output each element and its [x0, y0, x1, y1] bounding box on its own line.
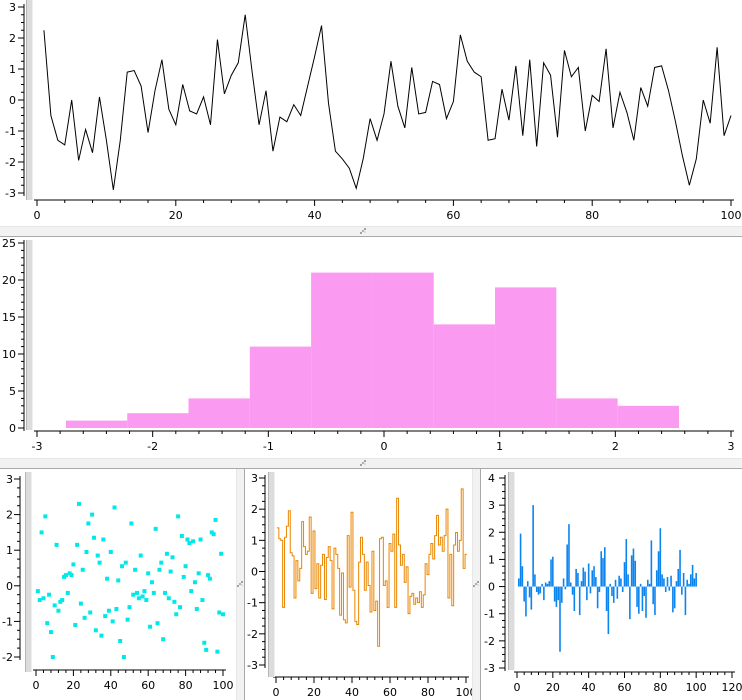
line-chart-canvas: -3 -2 -1 0 1 2 3 0 20 40 60 80 100	[5, 1, 742, 222]
svg-text:20: 20	[169, 209, 183, 222]
svg-text:0: 0	[6, 580, 13, 593]
svg-text:100: 100	[721, 209, 742, 222]
svg-text:-1: -1	[247, 597, 258, 610]
svg-text:-1: -1	[5, 125, 16, 138]
svg-text:60: 60	[446, 209, 460, 222]
svg-text:2: 2	[488, 526, 495, 539]
svg-text:3: 3	[9, 1, 16, 14]
vertical-splitter-1[interactable]	[236, 469, 245, 700]
line-chart-panel: -3 -2 -1 0 1 2 3 0 20 40 60 80 100	[0, 0, 742, 226]
svg-text:0: 0	[251, 566, 258, 579]
svg-text:1: 1	[251, 534, 258, 547]
svg-text:80: 80	[421, 686, 435, 699]
axis-canvas-splitter[interactable]	[268, 472, 275, 677]
svg-text:60: 60	[383, 686, 397, 699]
svg-text:-3: -3	[484, 662, 495, 675]
svg-text:25: 25	[2, 237, 16, 250]
svg-text:60: 60	[141, 679, 155, 692]
svg-text:1: 1	[6, 544, 13, 557]
svg-text:-3: -3	[32, 440, 43, 453]
svg-text:2: 2	[6, 509, 13, 522]
axis-canvas-splitter[interactable]	[26, 0, 33, 200]
svg-text:5: 5	[9, 385, 16, 398]
svg-text:0: 0	[9, 94, 16, 107]
svg-text:80: 80	[653, 681, 667, 694]
svg-text:0: 0	[514, 681, 521, 694]
svg-text:80: 80	[179, 679, 193, 692]
svg-text:0: 0	[34, 209, 41, 222]
svg-text:0: 0	[33, 679, 40, 692]
svg-text:20: 20	[307, 686, 321, 699]
svg-text:-1: -1	[2, 615, 13, 628]
svg-text:1: 1	[496, 440, 503, 453]
svg-text:3: 3	[728, 440, 735, 453]
horizontal-splitter-1[interactable]	[0, 226, 742, 237]
svg-text:40: 40	[308, 209, 322, 222]
svg-text:-2: -2	[5, 156, 16, 169]
svg-text:20: 20	[66, 679, 80, 692]
svg-text:3: 3	[488, 499, 495, 512]
scatter-chart-canvas: -2 -1 0 1 2 3 0 20 40 60 80 100	[2, 473, 234, 692]
svg-text:20: 20	[546, 681, 560, 694]
svg-text:100: 100	[686, 681, 707, 694]
splitter-grip-icon	[360, 460, 366, 466]
svg-text:-1: -1	[484, 608, 495, 621]
splitter-grip-icon	[237, 581, 243, 587]
svg-text:20: 20	[2, 274, 16, 287]
axis-canvas-splitter[interactable]	[508, 472, 515, 670]
svg-text:0: 0	[273, 686, 280, 699]
svg-text:-3: -3	[247, 659, 258, 672]
svg-text:4: 4	[488, 472, 495, 485]
svg-text:40: 40	[104, 679, 118, 692]
svg-text:-2: -2	[484, 635, 495, 648]
svg-text:60: 60	[618, 681, 632, 694]
svg-text:100: 100	[213, 679, 234, 692]
svg-text:40: 40	[582, 681, 596, 694]
svg-text:-2: -2	[147, 440, 158, 453]
svg-text:40: 40	[345, 686, 359, 699]
scatter-chart-panel: -2 -1 0 1 2 3 0 20 40 60 80 100	[0, 469, 236, 700]
svg-text:-3: -3	[5, 187, 16, 200]
histogram-panel: 0 5 10 15 20 25 -3 -2 -1 0 1 2 3	[0, 237, 742, 458]
vertical-splitter-2[interactable]	[472, 469, 481, 700]
histogram-canvas: 0 5 10 15 20 25 -3 -2 -1 0 1 2 3	[2, 237, 735, 453]
svg-text:1: 1	[9, 63, 16, 76]
axis-canvas-splitter[interactable]	[25, 472, 32, 672]
svg-text:15: 15	[2, 311, 16, 324]
svg-text:120: 120	[722, 681, 742, 694]
svg-text:10: 10	[2, 348, 16, 361]
svg-text:2: 2	[612, 440, 619, 453]
splitter-grip-icon	[473, 581, 479, 587]
svg-text:2: 2	[9, 32, 16, 45]
svg-text:-2: -2	[247, 628, 258, 641]
svg-text:1: 1	[488, 553, 495, 566]
svg-text:0: 0	[381, 440, 388, 453]
bar-chart-panel: -3 -2 -1 0 1 2 3 4 0 20 40 60 80 100 120	[481, 469, 742, 700]
step-chart-panel: -3 -2 -1 0 1 2 3 0 20 40 60 80 100	[245, 469, 472, 700]
horizontal-splitter-2[interactable]	[0, 458, 742, 469]
splitter-grip-icon	[360, 228, 366, 234]
svg-text:80: 80	[585, 209, 599, 222]
svg-text:3: 3	[6, 473, 13, 486]
svg-text:-2: -2	[2, 651, 13, 664]
step-chart-canvas: -3 -2 -1 0 1 2 3 0 20 40 60 80 100	[247, 472, 473, 699]
svg-text:3: 3	[251, 472, 258, 485]
svg-text:0: 0	[9, 422, 16, 435]
svg-text:100: 100	[456, 686, 473, 699]
svg-text:0: 0	[488, 581, 495, 594]
svg-text:2: 2	[251, 503, 258, 516]
axis-canvas-splitter[interactable]	[26, 240, 33, 430]
svg-text:-1: -1	[263, 440, 274, 453]
